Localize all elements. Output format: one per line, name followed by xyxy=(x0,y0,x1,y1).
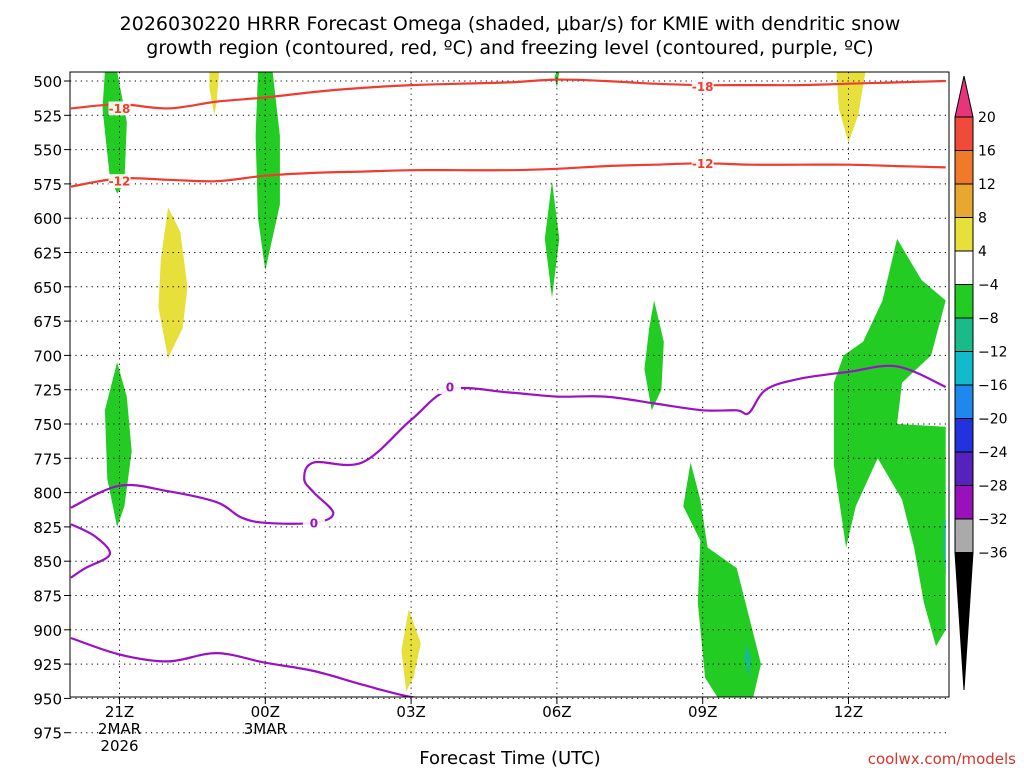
dgz-contour-label-bg-0 xyxy=(108,101,131,116)
freezing-contour-label-bg-0 xyxy=(438,379,461,394)
colorbar-label-5: −4 xyxy=(978,278,999,294)
dgz-contour-label-3: -12 xyxy=(692,157,714,171)
y-tick-label-525: 525 xyxy=(33,107,62,125)
colorbar-segment-4 xyxy=(954,250,974,285)
freezing-contour-label-bg-2 xyxy=(302,515,325,530)
dgz-contour-label-bg-3 xyxy=(691,156,714,171)
colorbar-label-12: −32 xyxy=(978,512,1008,528)
dgz-contour-line-0 xyxy=(70,78,946,110)
dgz-contour-label-bg-1 xyxy=(691,79,714,94)
colorbar-segment-12 xyxy=(954,518,974,553)
colorbar-segment-1 xyxy=(954,150,974,185)
y-tick-label-650: 650 xyxy=(33,279,62,297)
omega-area-3 xyxy=(158,207,188,359)
dgz-contour-label-2: -12 xyxy=(109,175,131,189)
x-tick-label-0-2: 2026 xyxy=(100,737,138,755)
colorbar-label-0: 20 xyxy=(978,110,996,126)
dgz-contour-label-0: -18 xyxy=(109,102,131,116)
freezing-contour-line-3 xyxy=(70,636,418,697)
x-tick-label-0-1: 2MAR xyxy=(98,720,141,738)
colorbar-label-4: 4 xyxy=(978,244,987,260)
omega-area-11 xyxy=(833,238,946,647)
freezing-contour-line-1 xyxy=(70,523,111,579)
y-tick-label-700: 700 xyxy=(33,347,62,365)
colorbar-segment-5 xyxy=(954,284,974,319)
colorbar-segment-8 xyxy=(954,384,974,419)
x-tick-label-15-0: 12Z xyxy=(834,703,863,721)
y-tick-label-925: 925 xyxy=(33,656,62,674)
colorbar-segment-7 xyxy=(954,351,974,386)
colorbar-label-8: −16 xyxy=(978,378,1008,394)
colorbar: 20 16 12 8 4 −4 −8 −12 −16 −20 −24 −28 −32 −36 xyxy=(954,75,1008,691)
colorbar-label-6: −8 xyxy=(978,311,999,327)
y-tick-label-750: 750 xyxy=(33,416,62,434)
x-tick-label-3-1: 3MAR xyxy=(244,720,287,738)
y-tick-label-725: 725 xyxy=(33,382,62,400)
y-tick-label-625: 625 xyxy=(33,245,62,263)
colorbar-segment-11 xyxy=(954,485,974,520)
x-tick-label-9-0: 06Z xyxy=(542,703,571,721)
colorbar-label-9: −20 xyxy=(978,412,1008,428)
omega-shading-layer xyxy=(102,72,946,697)
colorbar-label-1: 16 xyxy=(978,144,996,160)
dgz-contour-label-1: -18 xyxy=(692,80,714,94)
colorbar-label-2: 12 xyxy=(978,177,996,193)
omega-area-1 xyxy=(209,72,220,116)
omega-area-4 xyxy=(104,362,132,527)
omega-area-9 xyxy=(836,72,866,143)
dgz-contour-line-2 xyxy=(70,162,946,188)
y-tick-label-675: 675 xyxy=(33,313,62,331)
y-tick-label-600: 600 xyxy=(33,210,62,228)
x-axis-label: Forecast Time (UTC) xyxy=(419,748,600,768)
x-tick-label-3-0: 00Z xyxy=(251,703,280,721)
credit-text: coolwx.com/models xyxy=(868,750,1016,768)
omega-area-2 xyxy=(255,72,280,271)
y-tick-label-875: 875 xyxy=(33,588,62,606)
colorbar-label-13: −36 xyxy=(978,546,1008,562)
y-tick-label-775: 775 xyxy=(33,450,62,468)
chart-title-line1: 2026030220 HRRR Forecast Omega (shaded, … xyxy=(120,13,901,35)
freezing-contour-label-0: 0 xyxy=(446,380,454,394)
y-axis: 500 525 550 575 600 625 650 675 700 725 750 775 800 8… xyxy=(33,73,70,743)
colorbar-label-3: 8 xyxy=(978,211,987,227)
y-tick-label-825: 825 xyxy=(33,519,62,537)
freezing-contour-label-4: 0 xyxy=(456,719,464,733)
omega-strong-area-0 xyxy=(744,643,752,678)
colorbar-segment-0 xyxy=(954,116,974,151)
colorbar-bottom-arrow xyxy=(954,552,974,691)
x-tick-label-0-0: 21Z xyxy=(105,703,134,721)
omega-area-10 xyxy=(683,462,761,697)
freezing-contour-line-0 xyxy=(70,364,947,525)
colorbar-label-11: −28 xyxy=(978,479,1008,495)
freezing-contour-label-bg-4 xyxy=(449,719,471,733)
y-tick-label-575: 575 xyxy=(33,176,62,194)
x-tick-label-12-0: 09Z xyxy=(688,703,717,721)
contour-layer: -18 -18 -12 -12 0 0 0 xyxy=(70,78,947,733)
colorbar-segment-6 xyxy=(954,317,974,352)
y-tick-label-800: 800 xyxy=(33,485,62,503)
y-tick-label-975: 975 xyxy=(33,725,62,743)
y-tick-label-550: 550 xyxy=(33,142,62,160)
plot-frame xyxy=(69,71,950,698)
colorbar-label-7: −12 xyxy=(978,345,1008,361)
y-tick-label-850: 850 xyxy=(33,553,62,571)
colorbar-segment-9 xyxy=(954,418,974,453)
y-tick-label-500: 500 xyxy=(33,73,62,91)
colorbar-top-arrow xyxy=(954,75,974,118)
y-tick-label-950: 950 xyxy=(33,690,62,708)
freezing-contour-label-2: 0 xyxy=(310,516,318,530)
x-tick-label-6-0: 03Z xyxy=(396,703,425,721)
colorbar-segment-3 xyxy=(954,217,974,252)
colorbar-label-10: −24 xyxy=(978,445,1008,461)
dgz-contour-label-bg-2 xyxy=(108,174,131,189)
grid-layer xyxy=(70,72,949,734)
omega-area-6 xyxy=(544,181,560,298)
colorbar-segment-2 xyxy=(954,183,974,218)
y-tick-label-900: 900 xyxy=(33,622,62,640)
colorbar-segment-10 xyxy=(954,451,974,486)
chart-title-line2: growth region (contoured, red, ºC) and f… xyxy=(146,37,873,59)
